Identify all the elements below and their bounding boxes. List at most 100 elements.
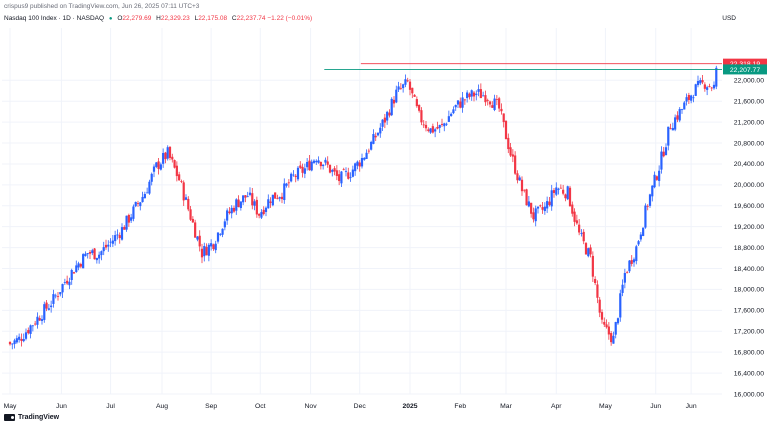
candle-body	[125, 215, 128, 230]
symbol-title: Nasdaq 100 Index · 1D · NASDAQ	[4, 15, 105, 22]
candle-body	[274, 192, 277, 199]
candle-body	[216, 232, 220, 242]
candle-body	[571, 204, 574, 214]
candle-body	[534, 208, 537, 222]
candle-body	[34, 323, 37, 325]
candle-body	[226, 210, 229, 221]
candle-body	[374, 135, 377, 138]
candle-body	[189, 209, 192, 220]
candle-body	[322, 164, 325, 167]
time-tick-label: Sep	[205, 403, 217, 410]
time-tick-label: Oct	[255, 403, 266, 410]
candle-body	[136, 203, 140, 204]
price-line-badge	[723, 64, 767, 75]
candle-body	[205, 246, 208, 256]
candle-body	[646, 205, 649, 207]
candle-body	[104, 244, 108, 248]
candle-body	[310, 161, 313, 171]
candle-body	[566, 186, 569, 200]
candle-body	[54, 295, 57, 297]
candle-body	[370, 141, 373, 150]
candle-body	[392, 99, 396, 104]
candle-body	[155, 162, 158, 167]
currency-label[interactable]: USD	[722, 15, 736, 22]
candle-body	[139, 202, 142, 207]
time-axis[interactable]: May Jun Jul Aug Sep Oct Nov Dec 2025 Feb Mar Apr May…	[4, 403, 697, 410]
candle-body	[175, 165, 178, 177]
candle-body	[132, 206, 135, 219]
candle-body	[360, 157, 364, 167]
candle-body	[38, 318, 41, 321]
candle-body	[11, 343, 14, 345]
candle-body	[148, 181, 151, 194]
candle-body	[397, 86, 400, 90]
candle-body	[651, 185, 654, 197]
candle-body	[70, 269, 73, 281]
candle-body	[610, 333, 613, 343]
price-lines: 22,318.1922,207.77	[324, 58, 767, 75]
candle-body	[210, 243, 213, 247]
candle-body	[500, 108, 503, 112]
candle-body	[386, 111, 389, 121]
candle-body	[59, 292, 62, 295]
candle-body	[363, 157, 366, 160]
candle-body	[159, 164, 162, 170]
candle-body	[381, 119, 384, 127]
candle-body	[399, 87, 402, 89]
candle-body	[712, 84, 716, 89]
time-tick-label: Mar	[500, 403, 512, 410]
candle-body	[383, 117, 386, 123]
candle-body	[614, 322, 617, 335]
candle-body	[543, 206, 546, 212]
candle-body	[575, 220, 578, 224]
candle-body	[116, 234, 119, 236]
candle-body	[109, 241, 112, 243]
candle-body	[605, 324, 608, 328]
candle-body	[587, 248, 590, 257]
candle-body	[589, 247, 592, 255]
candle-body	[43, 304, 46, 320]
candle-body	[655, 176, 658, 180]
candle-body	[95, 257, 98, 261]
price-axis[interactable]: 22,000.00 21,600.00 21,200.00 20,800.00 20,4…	[734, 78, 764, 399]
candle-body	[479, 89, 482, 99]
candle-body	[619, 293, 622, 318]
candle-body	[552, 190, 556, 193]
candle-body	[667, 126, 670, 146]
candle-body	[564, 194, 567, 199]
candle-body	[100, 251, 103, 256]
candle-body	[239, 201, 242, 208]
time-tick-label: Dec	[354, 403, 367, 410]
symbol-legend[interactable]: Nasdaq 100 Index · 1D · NASDAQ ● O22,279…	[4, 15, 312, 23]
candle-body	[596, 284, 599, 298]
candle-body	[150, 173, 153, 182]
candle-body	[162, 153, 165, 164]
candle-body	[251, 193, 254, 206]
candle-body	[84, 253, 87, 257]
candle-body	[306, 161, 309, 168]
time-tick-label: Jul	[106, 403, 115, 410]
candle-body	[75, 265, 78, 272]
candle-body	[388, 112, 391, 116]
candle-body	[639, 234, 642, 240]
candle-body	[612, 335, 615, 344]
candle-body	[107, 244, 110, 247]
candle-body	[664, 147, 668, 155]
candle-body	[594, 278, 597, 284]
candle-body	[530, 202, 533, 214]
ohlc-open-label: O	[117, 15, 123, 22]
candle-body	[196, 236, 199, 240]
time-tick-label: Apr	[551, 403, 562, 410]
price-tick-label: 16,400.00	[734, 370, 764, 377]
candle-body	[708, 86, 711, 87]
time-tick-label: Jun	[650, 403, 661, 410]
tradingview-logo[interactable]: TradingView	[4, 414, 59, 421]
candle-body	[24, 332, 28, 339]
candle-body	[143, 193, 146, 199]
candle-body	[660, 151, 663, 170]
candle-body	[548, 201, 551, 205]
candle-body	[219, 233, 222, 235]
candle-body	[184, 197, 188, 200]
candle-body	[61, 284, 64, 293]
